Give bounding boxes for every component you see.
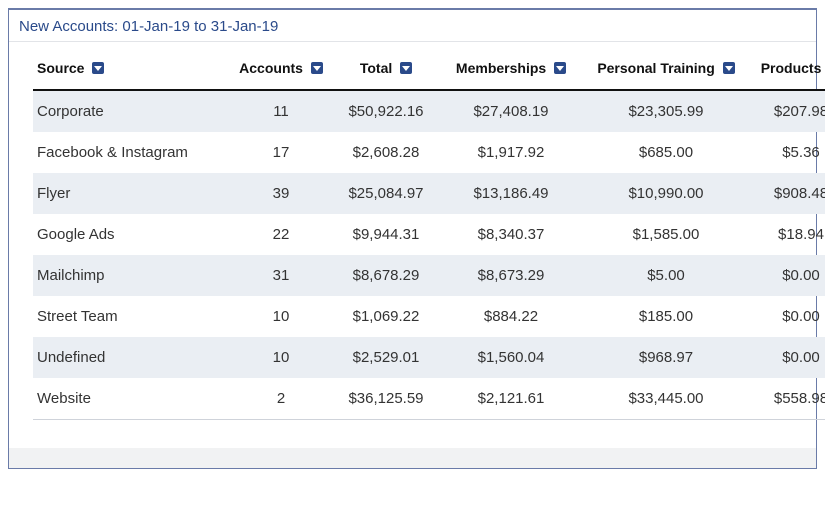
cell-mem: $1,560.04	[443, 337, 583, 378]
table-row: Website2$36,125.59$2,121.61$33,445.00$55…	[33, 378, 825, 420]
cell-accounts: 10	[233, 337, 333, 378]
cell-pt: $685.00	[583, 132, 753, 173]
report-panel: New Accounts: 01-Jan-19 to 31-Jan-19 Sou…	[8, 8, 817, 469]
col-header-memberships[interactable]: Memberships	[443, 48, 583, 90]
cell-mem: $13,186.49	[443, 173, 583, 214]
cell-prod: $207.98	[753, 90, 825, 132]
cell-total: $9,944.31	[333, 214, 443, 255]
cell-mem: $27,408.19	[443, 90, 583, 132]
cell-pt: $5.00	[583, 255, 753, 296]
col-header-products[interactable]: Products	[753, 48, 825, 90]
table-row: Undefined10$2,529.01$1,560.04$968.97$0.0…	[33, 337, 825, 378]
cell-prod: $0.00	[753, 296, 825, 337]
table-row: Flyer39$25,084.97$13,186.49$10,990.00$90…	[33, 173, 825, 214]
col-header-label: Memberships	[456, 60, 546, 76]
table-row: Facebook & Instagram17$2,608.28$1,917.92…	[33, 132, 825, 173]
cell-source: Undefined	[33, 337, 233, 378]
cell-total: $2,529.01	[333, 337, 443, 378]
dropdown-icon[interactable]	[723, 61, 735, 77]
cell-accounts: 39	[233, 173, 333, 214]
cell-source: Flyer	[33, 173, 233, 214]
cell-accounts: 17	[233, 132, 333, 173]
col-header-label: Source	[37, 60, 84, 76]
cell-pt: $10,990.00	[583, 173, 753, 214]
cell-mem: $884.22	[443, 296, 583, 337]
cell-source: Website	[33, 378, 233, 420]
table-container: Source Accounts Total Memberships	[9, 42, 816, 448]
dropdown-icon[interactable]	[554, 61, 566, 77]
table-body: Corporate11$50,922.16$27,408.19$23,305.9…	[33, 90, 825, 420]
col-header-label: Total	[360, 60, 392, 76]
dropdown-icon[interactable]	[400, 61, 412, 77]
cell-source: Mailchimp	[33, 255, 233, 296]
cell-mem: $8,340.37	[443, 214, 583, 255]
cell-source: Google Ads	[33, 214, 233, 255]
cell-mem: $2,121.61	[443, 378, 583, 420]
cell-total: $8,678.29	[333, 255, 443, 296]
cell-total: $50,922.16	[333, 90, 443, 132]
cell-source: Street Team	[33, 296, 233, 337]
col-header-label: Accounts	[239, 60, 303, 76]
cell-accounts: 10	[233, 296, 333, 337]
table-row: Corporate11$50,922.16$27,408.19$23,305.9…	[33, 90, 825, 132]
cell-total: $1,069.22	[333, 296, 443, 337]
table-header-row: Source Accounts Total Memberships	[33, 48, 825, 90]
cell-accounts: 2	[233, 378, 333, 420]
col-header-total[interactable]: Total	[333, 48, 443, 90]
table-row: Google Ads22$9,944.31$8,340.37$1,585.00$…	[33, 214, 825, 255]
cell-pt: $33,445.00	[583, 378, 753, 420]
cell-prod: $5.36	[753, 132, 825, 173]
accounts-table: Source Accounts Total Memberships	[33, 48, 825, 420]
cell-pt: $968.97	[583, 337, 753, 378]
table-row: Street Team10$1,069.22$884.22$185.00$0.0…	[33, 296, 825, 337]
cell-accounts: 22	[233, 214, 333, 255]
table-row: Mailchimp31$8,678.29$8,673.29$5.00$0.00	[33, 255, 825, 296]
cell-pt: $185.00	[583, 296, 753, 337]
cell-prod: $0.00	[753, 255, 825, 296]
col-header-label: Products	[761, 60, 822, 76]
col-header-label: Personal Training	[597, 60, 714, 76]
col-header-personal-training[interactable]: Personal Training	[583, 48, 753, 90]
cell-source: Facebook & Instagram	[33, 132, 233, 173]
cell-total: $2,608.28	[333, 132, 443, 173]
cell-pt: $1,585.00	[583, 214, 753, 255]
cell-prod: $558.98	[753, 378, 825, 420]
dropdown-icon[interactable]	[92, 61, 104, 77]
cell-prod: $0.00	[753, 337, 825, 378]
cell-mem: $1,917.92	[443, 132, 583, 173]
col-header-accounts[interactable]: Accounts	[233, 48, 333, 90]
cell-prod: $18.94	[753, 214, 825, 255]
cell-accounts: 11	[233, 90, 333, 132]
cell-prod: $908.48	[753, 173, 825, 214]
col-header-source[interactable]: Source	[33, 48, 233, 90]
cell-source: Corporate	[33, 90, 233, 132]
cell-pt: $23,305.99	[583, 90, 753, 132]
panel-title: New Accounts: 01-Jan-19 to 31-Jan-19	[9, 10, 816, 42]
cell-total: $36,125.59	[333, 378, 443, 420]
dropdown-icon[interactable]	[311, 61, 323, 77]
cell-mem: $8,673.29	[443, 255, 583, 296]
cell-accounts: 31	[233, 255, 333, 296]
cell-total: $25,084.97	[333, 173, 443, 214]
